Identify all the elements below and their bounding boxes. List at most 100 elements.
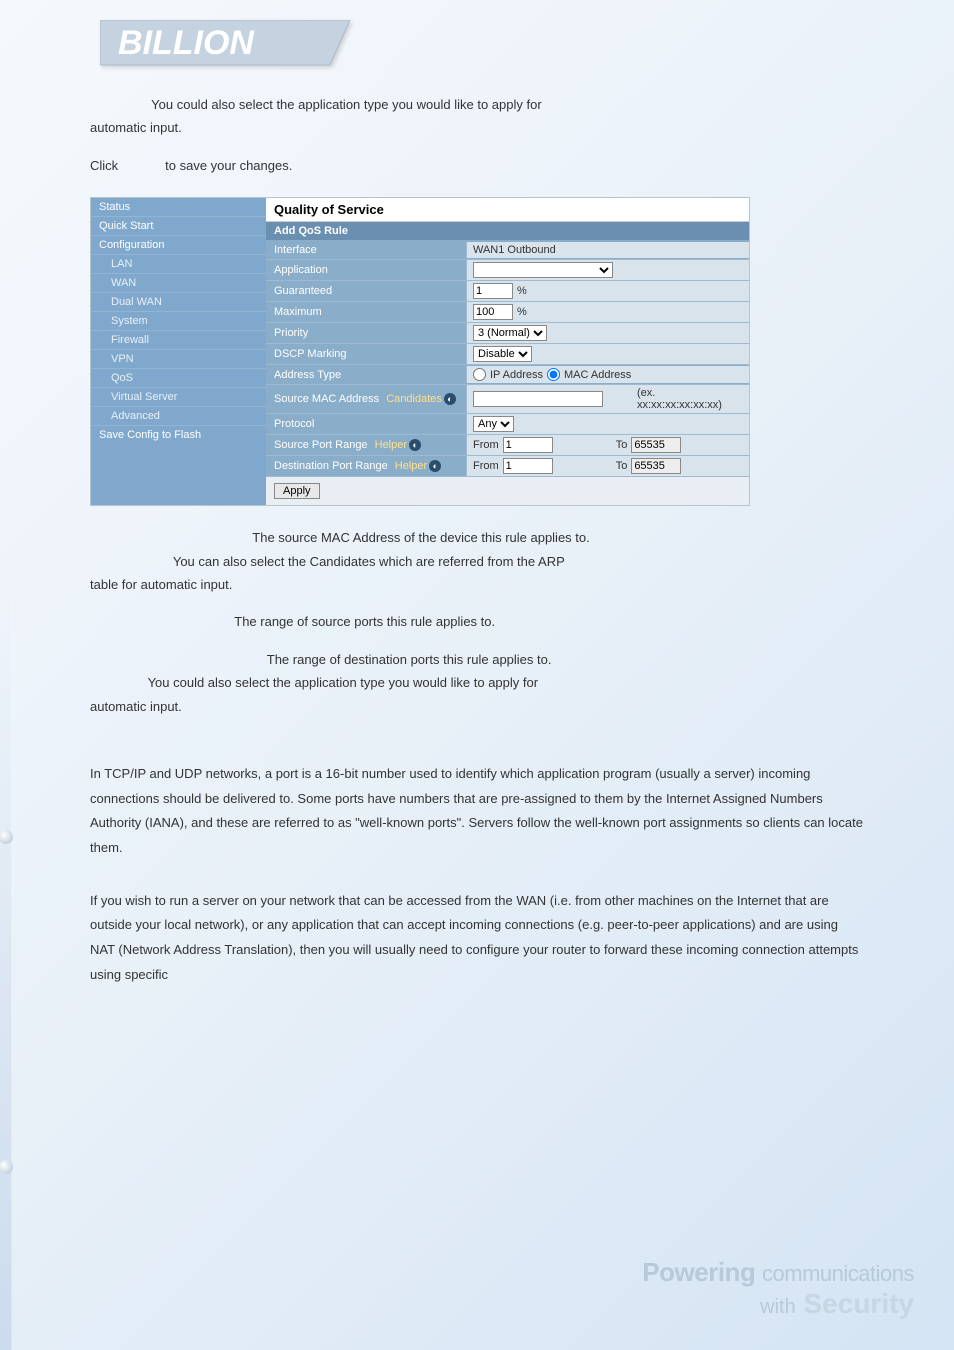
form-label: DSCP Marking (266, 346, 466, 362)
sidebar-item-wan[interactable]: WAN (91, 274, 266, 293)
to-input[interactable] (631, 437, 681, 453)
to-label: To (616, 460, 628, 472)
footer-word1: Powering (642, 1257, 755, 1287)
form-label: Priority (266, 325, 466, 341)
intro-paragraph: You could also select the application ty… (90, 93, 864, 140)
application-select[interactable] (473, 262, 613, 278)
billion-logo-icon: BILLION (100, 20, 360, 80)
pct-suffix: % (517, 285, 527, 297)
form-label: Address Type (266, 367, 466, 383)
form-label: Application (266, 262, 466, 278)
left-edge-decoration (0, 600, 12, 1350)
form-field: % (466, 302, 749, 322)
click-tail: to save your changes. (165, 158, 292, 173)
from-input[interactable] (503, 458, 553, 474)
sidebar-item-configuration[interactable]: Configuration (91, 236, 266, 255)
form-row: Application (266, 260, 749, 281)
helper-text: automatic input. (90, 699, 182, 714)
info-icon[interactable]: ◐ (429, 460, 441, 472)
select-input[interactable]: Any (473, 416, 514, 432)
sidebar-item-lan[interactable]: LAN (91, 255, 266, 274)
form-row: DSCP Marking Disable (266, 344, 749, 365)
sidebar-item-vpn[interactable]: VPN (91, 350, 266, 369)
form-label: Protocol (266, 416, 466, 432)
edge-dot (0, 1160, 13, 1174)
src-mac-text: The source MAC Address of the device thi… (252, 530, 589, 545)
sidebar-item-quick-start[interactable]: Quick Start (91, 217, 266, 236)
pct-suffix: % (517, 306, 527, 318)
form-field: Any (466, 414, 749, 434)
radio-ip[interactable] (473, 368, 486, 381)
radio-label: IP Address (490, 369, 543, 381)
info-icon[interactable]: ◐ (409, 439, 421, 451)
src-mac-paragraph: The source MAC Address of the device thi… (90, 526, 864, 596)
to-input[interactable] (631, 458, 681, 474)
vs-paragraph-1: In TCP/IP and UDP networks, a port is a … (90, 762, 864, 861)
apply-button[interactable]: Apply (274, 483, 320, 499)
panel-subtitle: Add QoS Rule (266, 222, 749, 240)
src-port-paragraph: The range of source ports this rule appl… (90, 610, 864, 633)
sidebar-item-status[interactable]: Status (91, 198, 266, 217)
sidebar: StatusQuick StartConfigurationLANWANDual… (91, 198, 266, 505)
logo: BILLION (90, 20, 864, 83)
to-label: To (616, 439, 628, 451)
panel-title: Quality of Service (266, 198, 749, 222)
form-label: Destination Port Range Helper◐ (266, 458, 466, 474)
form-row: Maximum % (266, 302, 749, 323)
form-row: InterfaceWAN1 Outbound (266, 240, 749, 260)
sidebar-item-qos[interactable]: QoS (91, 369, 266, 388)
form-label: Source Port Range Helper◐ (266, 437, 466, 453)
form-row: Source MAC Address Candidates◐ (ex. xx:x… (266, 385, 749, 414)
sidebar-item-firewall[interactable]: Firewall (91, 331, 266, 350)
form-field: From To (466, 456, 749, 476)
click-paragraph: Click to save your changes. (90, 154, 864, 177)
form-field: WAN1 Outbound (466, 242, 749, 258)
dst-port-paragraph: The range of destination ports this rule… (90, 648, 864, 718)
click-label: Click (90, 158, 118, 173)
form-field: IP Address MAC Address (466, 366, 749, 383)
pct-input[interactable] (473, 283, 513, 299)
form-field: (ex. xx:xx:xx:xx:xx:xx) (466, 385, 749, 413)
form-field (466, 260, 749, 280)
from-label: From (473, 439, 499, 451)
footer-line1: Powering communications (642, 1257, 914, 1288)
candidates-text: table for automatic input. (90, 577, 232, 592)
form-field: Disable (466, 344, 749, 364)
sidebar-item-dual-wan[interactable]: Dual WAN (91, 293, 266, 312)
form-row: Address Type IP Address MAC Address (266, 365, 749, 385)
form-field: % (466, 281, 749, 301)
radio-mac[interactable] (547, 368, 560, 381)
footer-word1-thin: communications (762, 1261, 914, 1286)
svg-text:BILLION: BILLION (118, 24, 255, 62)
pct-input[interactable] (473, 304, 513, 320)
footer-brand: Powering communications with Security (642, 1257, 914, 1320)
form-field: From To (466, 435, 749, 455)
intro-text: automatic input. (90, 120, 182, 135)
select-input[interactable]: Disable (473, 346, 532, 362)
candidates-text: You can also select the Candidates which… (173, 554, 565, 569)
footer-word2-thin: with (760, 1296, 796, 1318)
sublink[interactable]: Candidates (383, 393, 442, 405)
mac-input[interactable] (473, 391, 603, 407)
intro-text: You could also select the application ty… (151, 97, 542, 112)
mac-hint: (ex. xx:xx:xx:xx:xx:xx) (637, 387, 743, 411)
src-port-text: The range of source ports this rule appl… (234, 614, 495, 629)
sidebar-item-save-config-to-flash[interactable]: Save Config to Flash (91, 426, 266, 444)
form-label: Maximum (266, 304, 466, 320)
sidebar-item-advanced[interactable]: Advanced (91, 407, 266, 426)
sidebar-item-virtual-server[interactable]: Virtual Server (91, 388, 266, 407)
sublink[interactable]: Helper (372, 439, 407, 451)
vs-paragraph-2: If you wish to run a server on your netw… (90, 889, 864, 988)
form-field: 3 (Normal) (466, 323, 749, 343)
panel-main: Quality of Service Add QoS Rule Interfac… (266, 198, 749, 505)
sublink[interactable]: Helper (392, 460, 427, 472)
from-input[interactable] (503, 437, 553, 453)
info-icon[interactable]: ◐ (444, 393, 456, 405)
select-input[interactable]: 3 (Normal) (473, 325, 547, 341)
form-label: Guaranteed (266, 283, 466, 299)
sidebar-item-system[interactable]: System (91, 312, 266, 331)
form-label: Interface (266, 242, 466, 258)
form-row: Destination Port Range Helper◐From To (266, 456, 749, 477)
edge-dot (0, 830, 13, 844)
from-label: From (473, 460, 499, 472)
